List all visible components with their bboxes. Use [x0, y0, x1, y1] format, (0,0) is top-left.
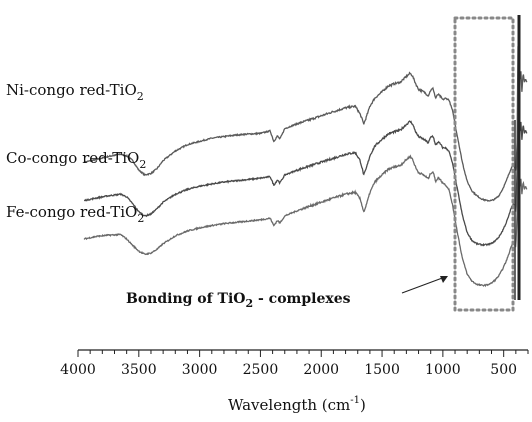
x-tick-label: 500	[490, 362, 517, 378]
x-axis-title-close: )	[360, 396, 366, 414]
x-tick-label: 2500	[243, 362, 279, 378]
series-label-text: Co-congo red-TiO	[6, 149, 139, 167]
edge-peaks	[514, 15, 521, 300]
x-tick-label: 2000	[303, 362, 339, 378]
series-label-subscript: 2	[137, 90, 144, 103]
annotation-rest: - complexes	[253, 291, 351, 307]
series-line-3	[83, 154, 528, 288]
x-tick-label: 1500	[364, 362, 400, 378]
series-label-2: Co-congo red-TiO2	[6, 149, 146, 171]
x-axis-title-main: Wavelength (cm	[228, 396, 350, 414]
x-axis-title-sup: -1	[350, 395, 360, 406]
annotation-text: Bonding of TiO2 - complexes	[126, 291, 351, 310]
x-tick-label: 3000	[182, 362, 218, 378]
series-label-text: Ni-congo red-TiO	[6, 81, 137, 99]
series-line-1	[83, 46, 528, 203]
highlight-box	[453, 16, 515, 312]
x-axis-label: Wavelength (cm-1)	[228, 395, 366, 414]
series-label-subscript: 2	[139, 158, 146, 171]
series-label-subscript: 2	[137, 212, 144, 225]
highlight-rect	[453, 16, 515, 312]
x-tick-label: 1000	[425, 362, 461, 378]
series-label-1: Ni-congo red-TiO2	[6, 81, 144, 103]
x-tick-label: 3500	[121, 362, 157, 378]
series-line-2	[83, 107, 528, 247]
series-label-text: Fe-congo red-TiO	[6, 203, 137, 221]
x-axis-title: Wavelength (cm-1)	[228, 395, 366, 414]
annotation-subscript: 2	[245, 297, 253, 310]
series-label-3: Fe-congo red-TiO2	[6, 203, 144, 225]
x-tick-label: 4000	[60, 362, 96, 378]
annotation-arrowhead	[440, 276, 448, 283]
x-axis: 4000 3500 3000 2500 2000 1500 1000 500	[60, 349, 529, 378]
plot-area	[83, 15, 528, 300]
annotation-arrow-shaft	[401, 276, 446, 294]
annotation-main: Bonding of TiO	[126, 291, 245, 307]
annotation: Bonding of TiO2 - complexes	[126, 276, 448, 310]
